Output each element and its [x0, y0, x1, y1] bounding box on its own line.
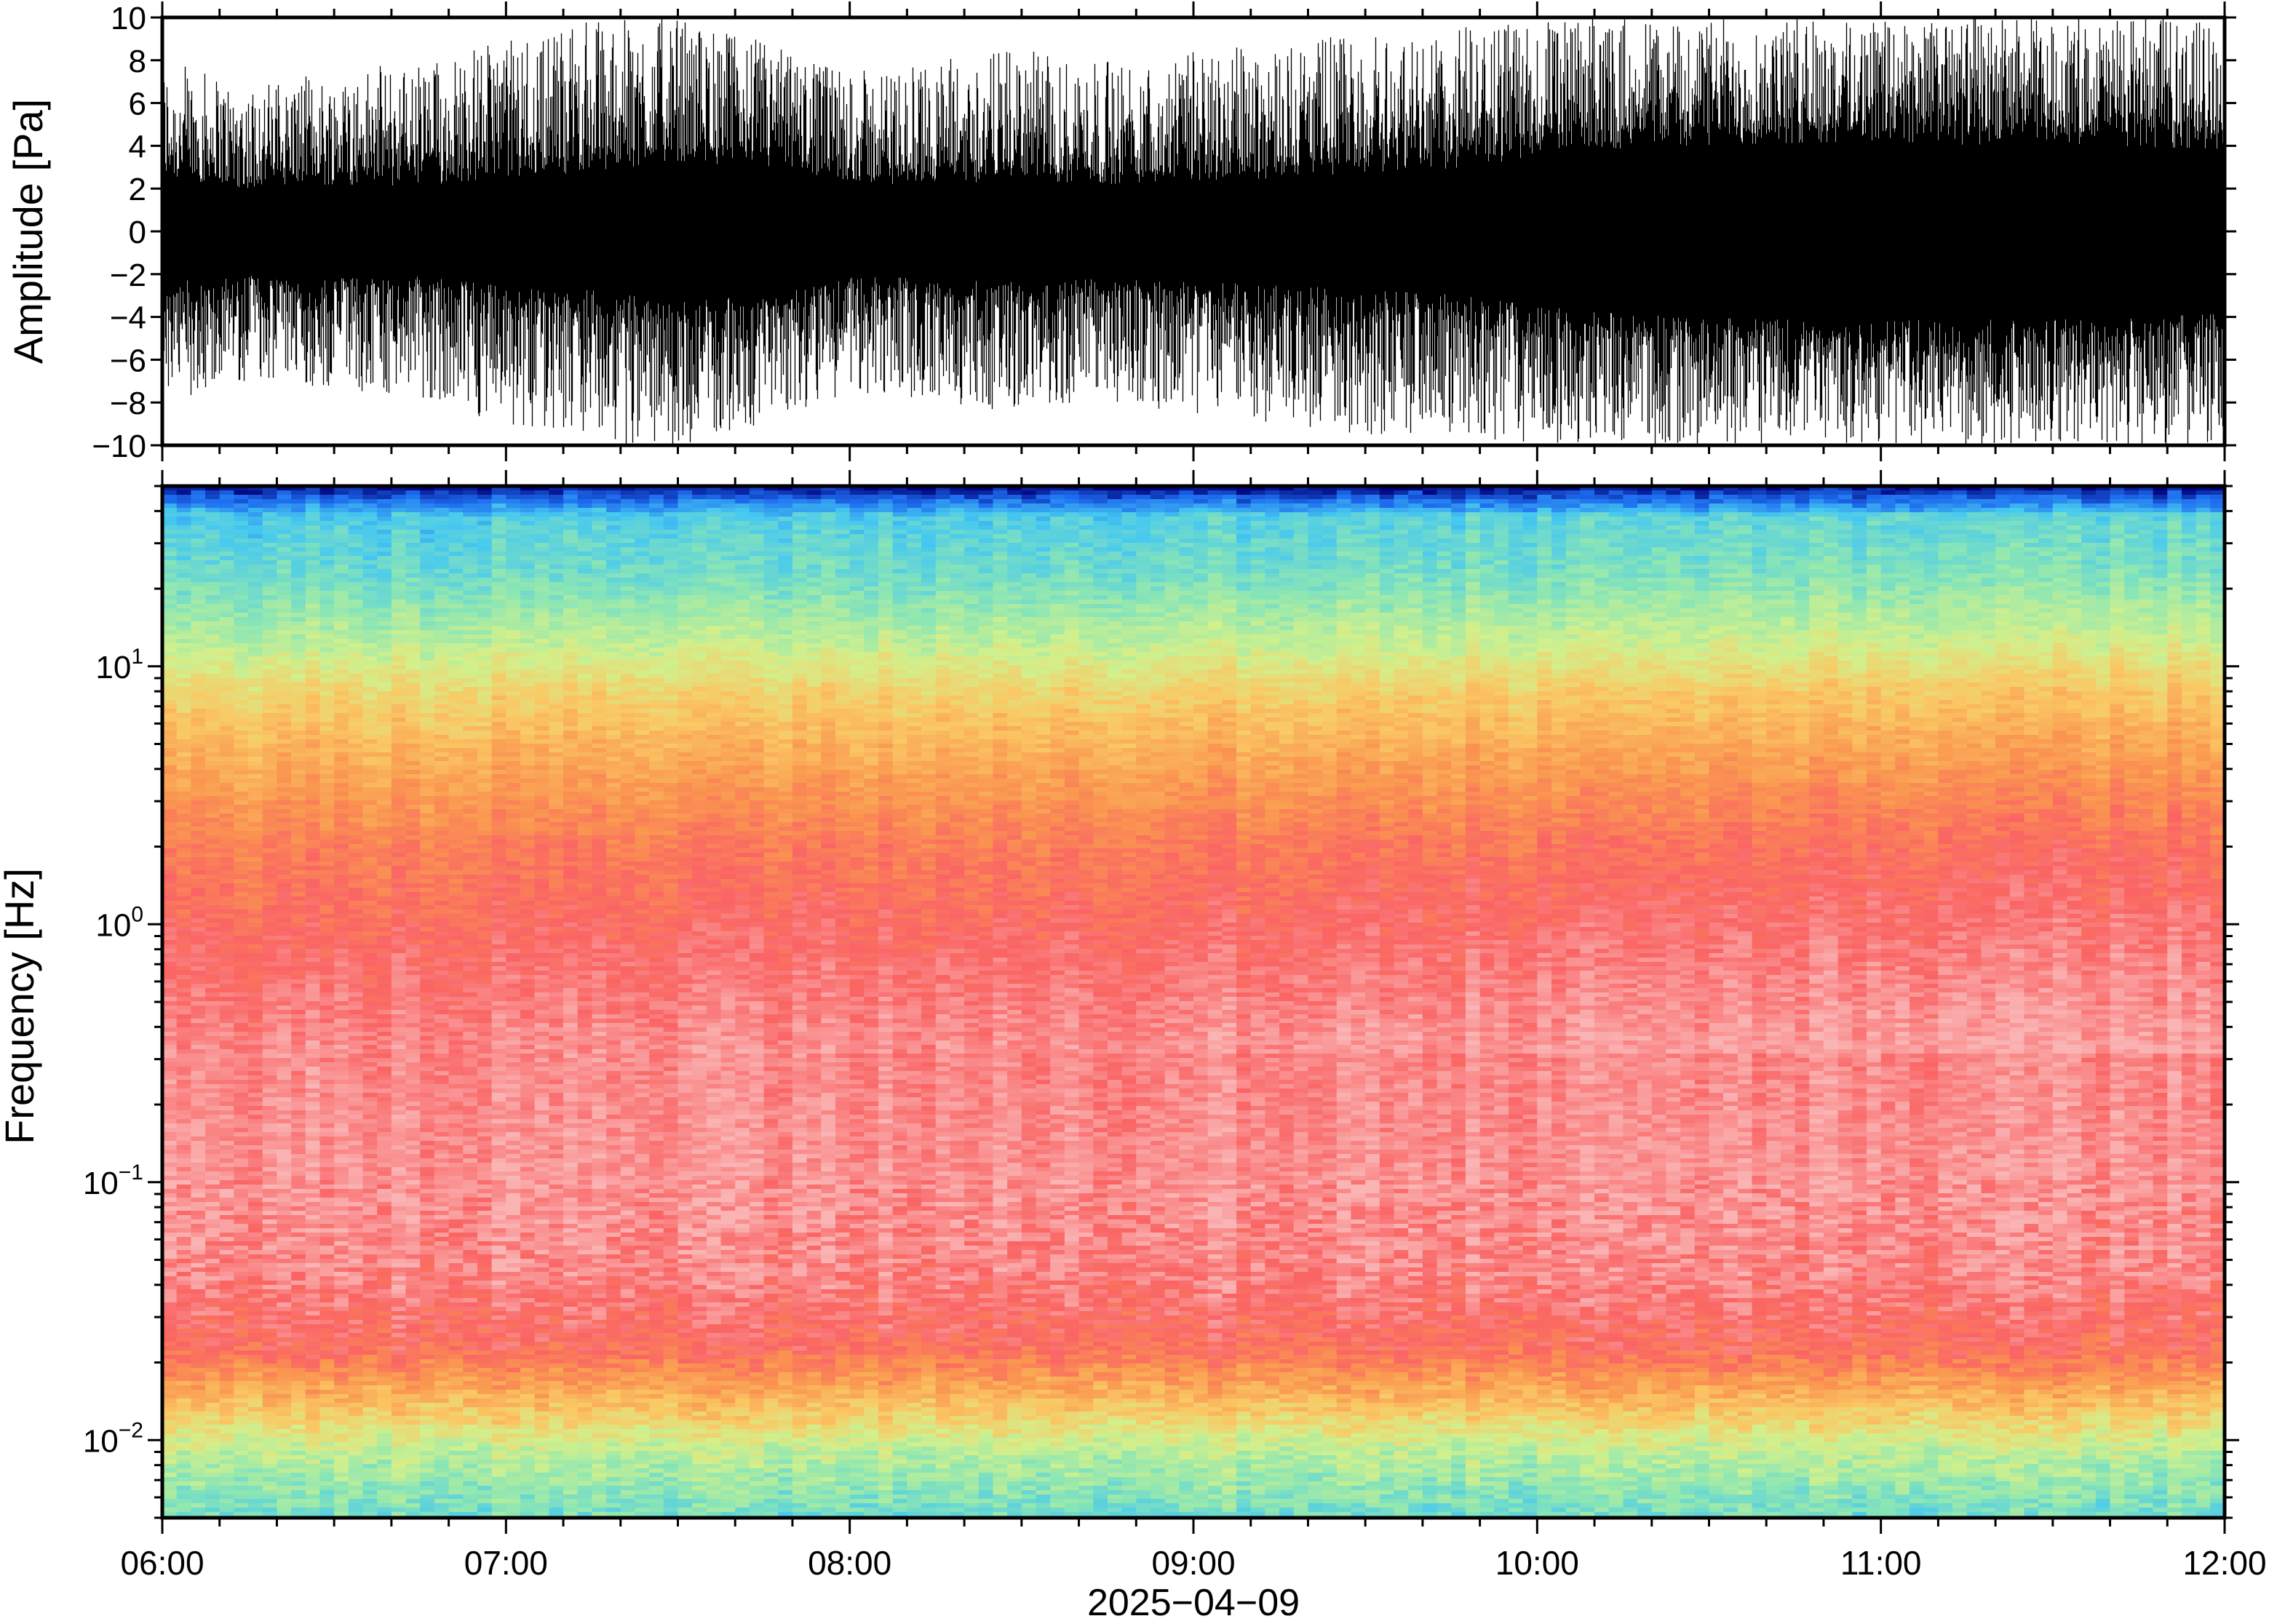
spectrogram-x-tick-label: 06:00	[120, 1544, 204, 1582]
spectrogram-y-tick-label: 10−2	[83, 1418, 143, 1459]
waveform-trace	[162, 18, 2225, 445]
waveform-y-tick-label: −6	[110, 343, 146, 378]
spectrogram-x-tick-label: 10:00	[1495, 1544, 1579, 1582]
spectrogram-x-tick-label: 07:00	[464, 1544, 548, 1582]
waveform-y-tick-label: −10	[92, 429, 146, 464]
spectrogram-y-tick-label: 10−1	[83, 1161, 143, 1201]
waveform-y-tick-label: 2	[129, 172, 146, 207]
spectrogram-y-tick-label: 101	[95, 645, 143, 685]
spectrogram-panel: 101 100 10−1 10−2 06:00 07:00 08:00 09:00 10:00…	[0, 470, 2267, 1624]
spectrogram-x-tick-label: 11:00	[1840, 1544, 1922, 1582]
waveform-y-tick-label: −4	[110, 300, 146, 336]
waveform-y-tick-label: −8	[110, 386, 146, 421]
spectrogram-x-tick-label: 08:00	[808, 1544, 891, 1582]
spectrogram-x-tick-label: 12:00	[2182, 1544, 2266, 1582]
waveform-y-tick-label: 0	[129, 215, 146, 250]
spectrogram-y-axis-label: Frequency [Hz]	[0, 868, 42, 1145]
waveform-y-tick-label: −2	[110, 258, 146, 293]
waveform-y-tick-label: 4	[129, 129, 146, 164]
waveform-panel: 10 8 6 4 2 0 −2 −4 −6 −8 −10 Amplitude [Pa]	[5, 1, 2236, 464]
waveform-y-tick-label: 8	[129, 44, 146, 79]
waveform-y-tick-label: 6	[129, 87, 146, 122]
waveform-y-axis-label: Amplitude [Pa]	[5, 99, 51, 364]
spectrogram-y-tick-label: 100	[95, 902, 143, 943]
spectrogram-x-axis-label: 2025−04−09	[1087, 1582, 1300, 1624]
spectrogram-x-tick-label: 09:00	[1151, 1544, 1235, 1582]
spectrogram-image	[162, 486, 2225, 1518]
waveform-y-tick-label: 10	[111, 1, 146, 36]
